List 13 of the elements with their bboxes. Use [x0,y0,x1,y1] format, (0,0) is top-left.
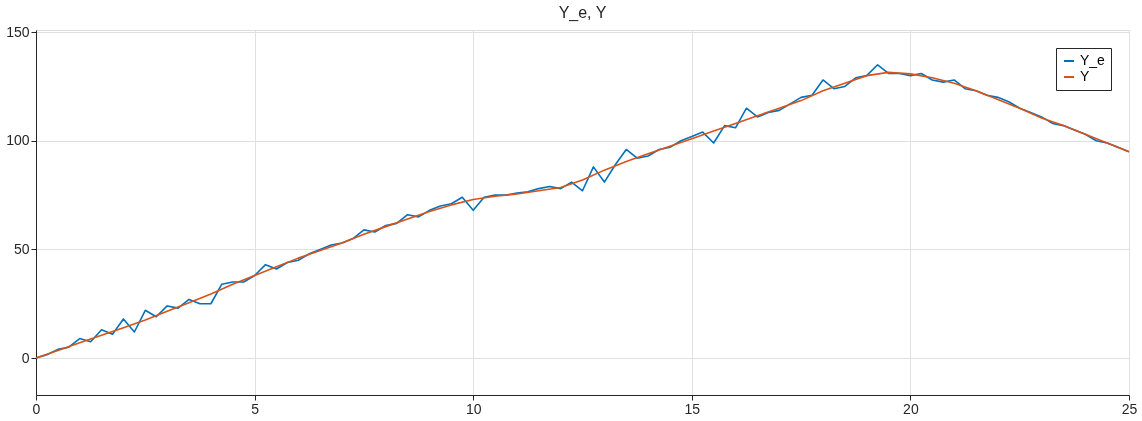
chart-title: Y_e, Y [558,4,607,23]
x-tick-label: 20 [903,400,919,417]
legend-label: Y [1080,68,1090,84]
y-tick-label: 150 [6,23,30,40]
legend-label: Y_e [1080,52,1106,68]
x-tick-label: 5 [251,400,260,417]
x-tick-label: 10 [465,400,482,417]
x-tick-label: 25 [1121,400,1138,417]
y-tick-label: 50 [13,240,30,257]
x-tick-label: 0 [32,400,41,417]
y-tick-label: 0 [21,349,30,366]
y-tick-label: 100 [6,132,30,149]
x-tick-label: 15 [684,400,701,417]
